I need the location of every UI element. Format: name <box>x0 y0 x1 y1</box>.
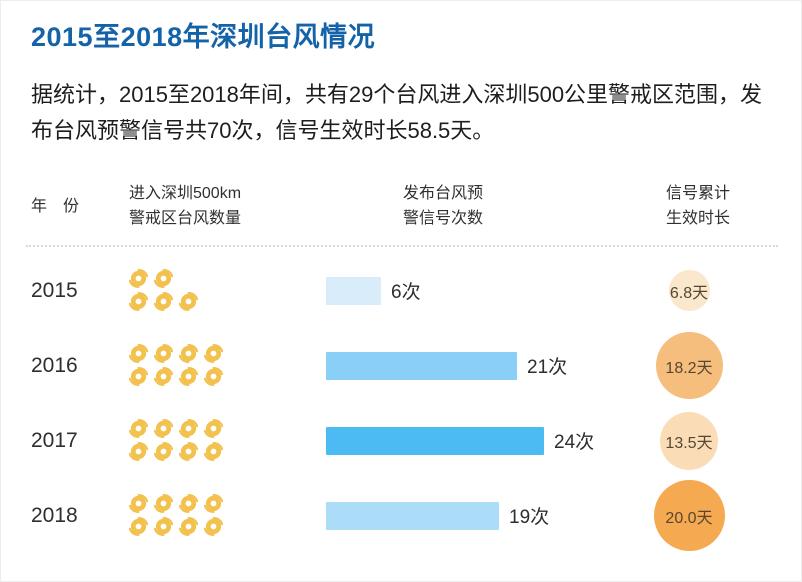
header-duration-line1: 信号累计 <box>666 185 731 202</box>
duration-cell: 20.0天 <box>619 478 759 553</box>
page-title: 2015至2018年深圳台风情况 <box>31 22 376 52</box>
year-label: 2015 <box>31 278 78 302</box>
typhoon-icon <box>203 366 224 386</box>
typhoon-icon <box>128 343 149 363</box>
typhoon-icon <box>128 493 149 513</box>
signal-bar-cell: 19次 <box>326 478 616 553</box>
typhoon-icon <box>153 291 174 311</box>
typhoon-icon <box>178 366 199 386</box>
typhoon-icon <box>128 366 149 386</box>
duration-label: 18.2天 <box>665 359 713 377</box>
table-row: 2017 24次 13.5天 <box>1 403 801 478</box>
header-duration: 信号累计 生效时长 <box>666 181 730 231</box>
duration-circle: 13.5天 <box>660 411 718 470</box>
typhoon-icon-grid <box>128 403 318 478</box>
typhoon-icons-bottom-row <box>128 441 224 464</box>
table-header: 年 份 进入深圳500km 警戒区台风数量 发布台风预 警信号次数 信号累计 生… <box>1 181 801 233</box>
header-signal-count-line1: 发布台风预 <box>403 185 484 202</box>
signal-bar <box>326 501 499 530</box>
typhoon-icon <box>128 516 149 536</box>
signal-bar <box>326 276 381 305</box>
dotted-divider <box>26 245 778 247</box>
header-year: 年 份 <box>31 198 80 215</box>
header-typhoon-count-line2: 警戒区台风数量 <box>129 210 242 227</box>
typhoon-icons-bottom-row <box>128 366 224 389</box>
duration-cell: 13.5天 <box>619 403 759 478</box>
duration-cell: 6.8天 <box>619 253 759 328</box>
typhoon-icons-top-row <box>128 418 224 441</box>
header-signal-count-line2: 警信号次数 <box>403 210 484 227</box>
typhoon-icon <box>203 418 224 438</box>
duration-circle: 6.8天 <box>668 270 710 311</box>
year-label: 2016 <box>31 353 78 377</box>
header-typhoon-count: 进入深圳500km 警戒区台风数量 <box>129 181 241 231</box>
typhoon-icon <box>203 343 224 363</box>
typhoon-icons-top-row <box>128 343 224 366</box>
typhoon-icon <box>153 493 174 513</box>
typhoon-icon <box>178 343 199 363</box>
table-row: 2015 6次 6.8天 <box>1 253 801 328</box>
signal-bar <box>326 351 517 380</box>
typhoon-icon <box>153 418 174 438</box>
table-row: 2016 21次 18.2天 <box>1 328 801 403</box>
signal-count-label: 19次 <box>509 507 550 528</box>
typhoon-icon <box>153 441 174 461</box>
typhoon-icon <box>128 291 149 311</box>
typhoon-icons-bottom-row <box>128 516 224 539</box>
typhoon-icon <box>178 516 199 536</box>
typhoon-icon <box>153 343 174 363</box>
typhoon-icon <box>128 441 149 461</box>
typhoon-icons-bottom-row <box>128 291 199 314</box>
year-label: 2018 <box>31 503 78 527</box>
table-row: 2018 19次 20.0天 <box>1 478 801 553</box>
typhoon-icon <box>178 291 199 311</box>
signal-bar-cell: 24次 <box>326 403 616 478</box>
signal-bar <box>326 426 544 455</box>
typhoon-icon-grid <box>128 328 318 403</box>
header-typhoon-count-line1: 进入深圳500km <box>129 185 242 202</box>
duration-label: 6.8天 <box>669 284 709 302</box>
typhoon-icon <box>153 268 174 288</box>
typhoon-icon <box>128 268 149 288</box>
table-rows: 2015 6次 6.8天 2016 21次 18.2天 <box>1 253 801 553</box>
typhoon-icon-grid <box>128 478 318 553</box>
header-duration-line2: 生效时长 <box>666 210 731 227</box>
signal-bar-cell: 21次 <box>326 328 616 403</box>
signal-count-label: 21次 <box>527 357 568 378</box>
typhoon-icon <box>178 493 199 513</box>
typhoon-icon <box>203 516 224 536</box>
typhoon-icon <box>178 418 199 438</box>
typhoon-icon <box>178 441 199 461</box>
signal-count-label: 6次 <box>391 282 421 303</box>
typhoon-icons-top-row <box>128 493 224 516</box>
typhoon-icon-grid <box>128 253 318 328</box>
duration-label: 13.5天 <box>665 434 713 452</box>
typhoon-icon <box>153 516 174 536</box>
intro-text: 据统计，2015至2018年间，共有29个台风进入深圳500公里警戒区范围，发布… <box>31 82 763 143</box>
typhoon-icon <box>128 418 149 438</box>
signal-bar-cell: 6次 <box>326 253 616 328</box>
typhoon-icon <box>203 493 224 513</box>
signal-count-label: 24次 <box>554 432 595 453</box>
duration-label: 20.0天 <box>665 509 713 527</box>
header-signal-count: 发布台风预 警信号次数 <box>403 181 483 231</box>
duration-circle: 20.0天 <box>653 480 725 551</box>
typhoon-icons-top-row <box>128 268 174 291</box>
year-label: 2017 <box>31 428 78 452</box>
typhoon-icon <box>153 366 174 386</box>
duration-cell: 18.2天 <box>619 328 759 403</box>
duration-circle: 18.2天 <box>655 332 723 399</box>
typhoon-icon <box>203 441 224 461</box>
